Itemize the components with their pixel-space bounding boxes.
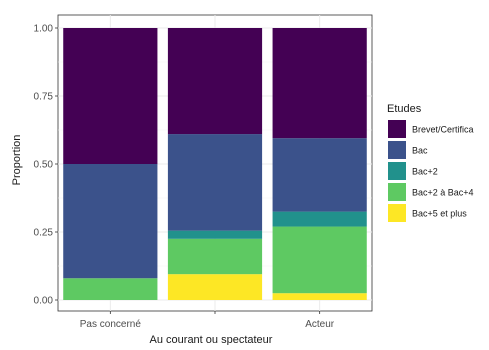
y-tick-label: 1.00 bbox=[34, 24, 54, 35]
bar-segment bbox=[272, 28, 367, 139]
legend-label: Brevet/Certifica bbox=[412, 125, 474, 135]
bar-segment bbox=[167, 238, 263, 275]
bar-segment bbox=[63, 164, 158, 279]
bar-segment bbox=[167, 274, 263, 300]
bar-segment bbox=[272, 138, 367, 212]
legend-swatch bbox=[388, 183, 406, 201]
legend-label: Bac+2 à Bac+4 bbox=[412, 188, 474, 198]
legend-label: Bac+5 et plus bbox=[412, 209, 467, 219]
bar-segment bbox=[272, 293, 367, 300]
x-tick-label: Acteur bbox=[305, 319, 335, 330]
x-tick-label: Pas concerné bbox=[80, 319, 142, 330]
y-tick-label: 0.25 bbox=[34, 228, 54, 239]
bar-segment bbox=[63, 278, 158, 300]
legend-swatch bbox=[388, 141, 406, 159]
y-tick-label: 0.50 bbox=[34, 160, 54, 171]
x-axis: Pas concerné Acteur bbox=[80, 311, 335, 330]
legend-label: Bac+2 bbox=[412, 167, 438, 177]
bar-segment bbox=[63, 28, 158, 164]
y-axis: 0.00 0.25 0.50 0.75 1.00 bbox=[34, 24, 58, 307]
bar-segment bbox=[167, 230, 263, 239]
bar-segment bbox=[167, 28, 263, 135]
bar-segment bbox=[272, 226, 367, 294]
x-axis-title: Au courant ou spectateur bbox=[150, 334, 273, 345]
bar-segment bbox=[272, 211, 367, 227]
y-axis-title: Proportion bbox=[11, 135, 23, 186]
legend: Etudes Brevet/Certifica Bac Bac+2 Bac+2 à B… bbox=[387, 103, 474, 222]
legend-swatch bbox=[388, 204, 406, 222]
legend-swatch bbox=[388, 162, 406, 180]
y-tick-label: 0.75 bbox=[34, 92, 54, 103]
bars bbox=[63, 28, 367, 300]
legend-swatch bbox=[388, 120, 406, 138]
y-tick-label: 0.00 bbox=[34, 296, 54, 307]
legend-title: Etudes bbox=[387, 103, 422, 115]
legend-label: Bac bbox=[412, 146, 428, 156]
bar-segment bbox=[167, 134, 263, 231]
